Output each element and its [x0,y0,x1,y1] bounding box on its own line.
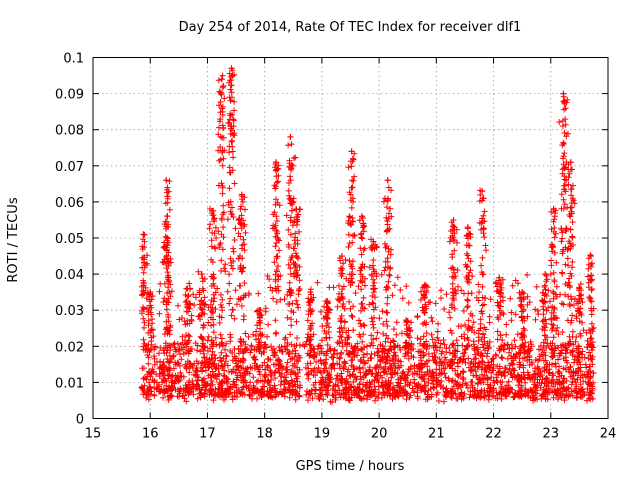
peak-point [576,285,583,292]
peak-point [450,216,457,223]
x-tick-label: 24 [600,427,617,442]
x-tick-label: 22 [485,427,502,442]
peak-point [519,289,526,296]
peak-point [542,271,549,278]
x-axis-label: GPS time / hours [296,459,405,474]
peak-point [421,281,428,288]
peak-point [228,65,235,72]
y-tick-label: 0.07 [55,160,84,175]
y-tick-label: 0.08 [55,124,84,139]
peak-point [218,76,225,83]
peak-point [163,177,170,184]
peak-point [370,238,377,245]
x-tick-label: 21 [428,427,445,442]
peak-point [164,242,171,249]
peak-point [307,289,314,296]
peak-point [496,274,503,281]
scatter-plus-markers [138,65,597,406]
peak-point [147,289,154,296]
peak-point [210,207,217,214]
y-tick-label: 0.04 [55,268,84,283]
peak-point [287,133,294,140]
chart-title: Day 254 of 2014, Rate Of TEC Index for r… [179,20,522,35]
peak-point [404,318,411,325]
y-tick-label: 0.02 [55,340,84,355]
y-tick-label: 0.09 [55,88,84,103]
peak-point [324,299,331,306]
peak-point [140,231,147,238]
peak-point [464,224,471,231]
y-tick-label: 0.06 [55,196,84,211]
y-tick-label: 0.05 [55,232,84,247]
y-axis-label: ROTI / TECUs [6,197,21,282]
y-tick-label: 0 [76,413,84,428]
peak-point [338,253,345,260]
peak-point [293,206,300,213]
x-tick-label: 18 [256,427,273,442]
x-tick-label: 17 [199,427,216,442]
peak-point [348,148,355,155]
peak-point [198,271,205,278]
peak-point [184,285,191,292]
peak-point [238,191,245,198]
axis-ticks: 15 16 17 18 19 20 21 22 23 24 0 0.01 0.02 0.03 0.04 0.0… [55,52,616,442]
data-points [138,65,597,406]
y-tick-label: 0.1 [63,52,84,67]
peak-point [560,90,567,97]
y-tick-label: 0.01 [55,376,84,391]
y-tick-label: 0.03 [55,304,84,319]
peak-point [358,213,365,220]
peak-point [273,159,280,166]
x-tick-label: 15 [85,427,102,442]
peak-point [479,188,486,195]
x-tick-label: 20 [371,427,388,442]
x-tick-label: 19 [314,427,331,442]
peak-point [550,206,557,213]
x-tick-label: 16 [142,427,159,442]
peak-point [384,177,391,184]
peak-point [567,159,574,166]
peak-point [587,253,594,260]
x-tick-label: 23 [543,427,560,442]
peak-point [255,307,262,314]
